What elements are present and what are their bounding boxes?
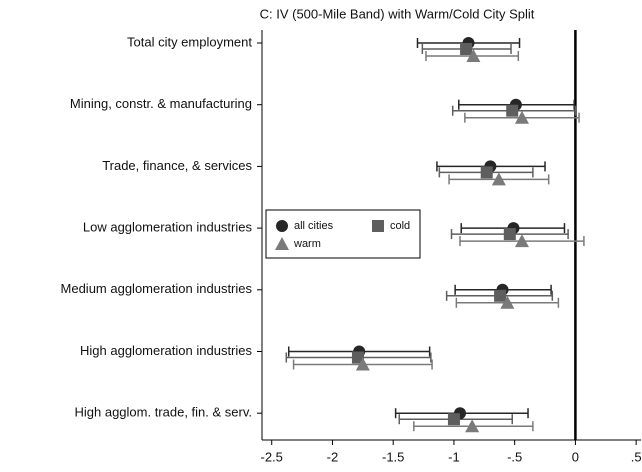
- point: [466, 49, 481, 62]
- y-tick-label: Mining, constr. & manufacturing: [70, 96, 252, 111]
- point: [514, 234, 529, 248]
- x-tick-label: .5: [631, 449, 642, 464]
- legend-box: [265, 209, 421, 259]
- legend-label: all cities: [294, 220, 334, 232]
- point: [500, 295, 515, 309]
- y-tick-label: Medium agglomeration industries: [61, 281, 253, 296]
- point: [503, 228, 516, 241]
- x-tick-label: -.5: [507, 449, 522, 464]
- x-tick-label: 0: [572, 449, 579, 464]
- legend-marker: [276, 220, 288, 232]
- point: [460, 43, 473, 55]
- point: [494, 289, 507, 302]
- y-tick-label: High agglom. trade, fin. & serv.: [74, 405, 252, 420]
- x-tick-label: -1: [448, 449, 460, 464]
- point: [491, 172, 506, 186]
- chart-title: C: IV (500-Mile Band) with Warm/Cold Cit…: [260, 6, 535, 21]
- legend-marker: [372, 220, 384, 232]
- point: [506, 104, 519, 117]
- y-tick-label: High agglomeration industries: [80, 343, 252, 358]
- y-tick-label: Trade, finance, & services: [102, 158, 252, 173]
- x-tick-label: -2: [327, 449, 339, 464]
- y-tick-label: Total city employment: [127, 34, 252, 49]
- x-tick-label: -2.5: [261, 449, 283, 464]
- y-tick-label: Low agglomeration industries: [83, 220, 253, 235]
- point: [447, 413, 460, 426]
- point: [514, 110, 529, 124]
- point: [355, 357, 370, 371]
- x-tick-label: -1.5: [382, 449, 404, 464]
- legend-label: cold: [390, 220, 410, 232]
- legend-label: warm: [293, 238, 321, 250]
- point: [480, 166, 493, 179]
- point: [465, 419, 480, 433]
- legend-marker: [275, 237, 289, 250]
- point: [351, 351, 364, 364]
